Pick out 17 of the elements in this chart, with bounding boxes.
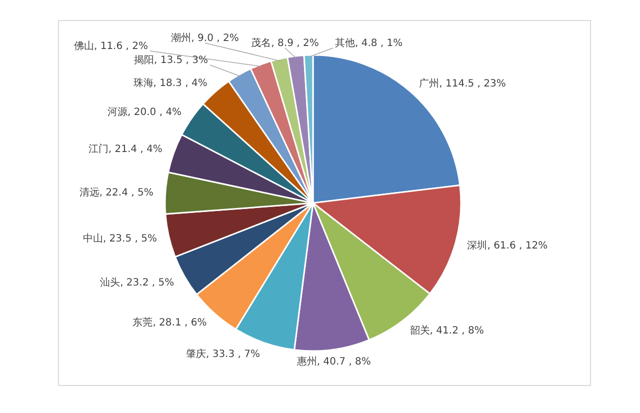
slice-label: 其他, 4.8 , 1%	[335, 37, 403, 49]
slice-label: 韶关, 41.2 , 8%	[410, 324, 484, 336]
slice-label: 惠州, 40.7 , 8%	[296, 356, 371, 368]
slice-label: 清远, 22.4 , 5%	[79, 186, 154, 198]
slice-label: 广州, 114.5 , 23%	[419, 77, 506, 90]
slice-label: 茂名, 8.9 , 2%	[251, 37, 319, 49]
slice-label: 深圳, 61.6 , 12%	[467, 240, 548, 252]
slice-label: 东莞, 28.1 , 6%	[132, 316, 207, 329]
slice-label: 中山, 23.5 , 5%	[82, 232, 157, 244]
slice-label: 河源, 20.0 , 4%	[108, 106, 182, 118]
slice-label: 肇庆, 33.3 , 7%	[186, 348, 260, 360]
slice-label: 汕头, 23.2 , 5%	[100, 276, 174, 288]
slice-label: 佛山, 11.6 , 2%	[74, 40, 148, 52]
slice-label: 珠海, 18.3 , 4%	[133, 76, 208, 89]
slice-label: 江门, 21.4 , 4%	[88, 142, 162, 155]
slice-label: 揭阳, 13.5 , 3%	[134, 54, 208, 66]
slice-label: 潮州, 9.0 , 2%	[171, 32, 239, 44]
